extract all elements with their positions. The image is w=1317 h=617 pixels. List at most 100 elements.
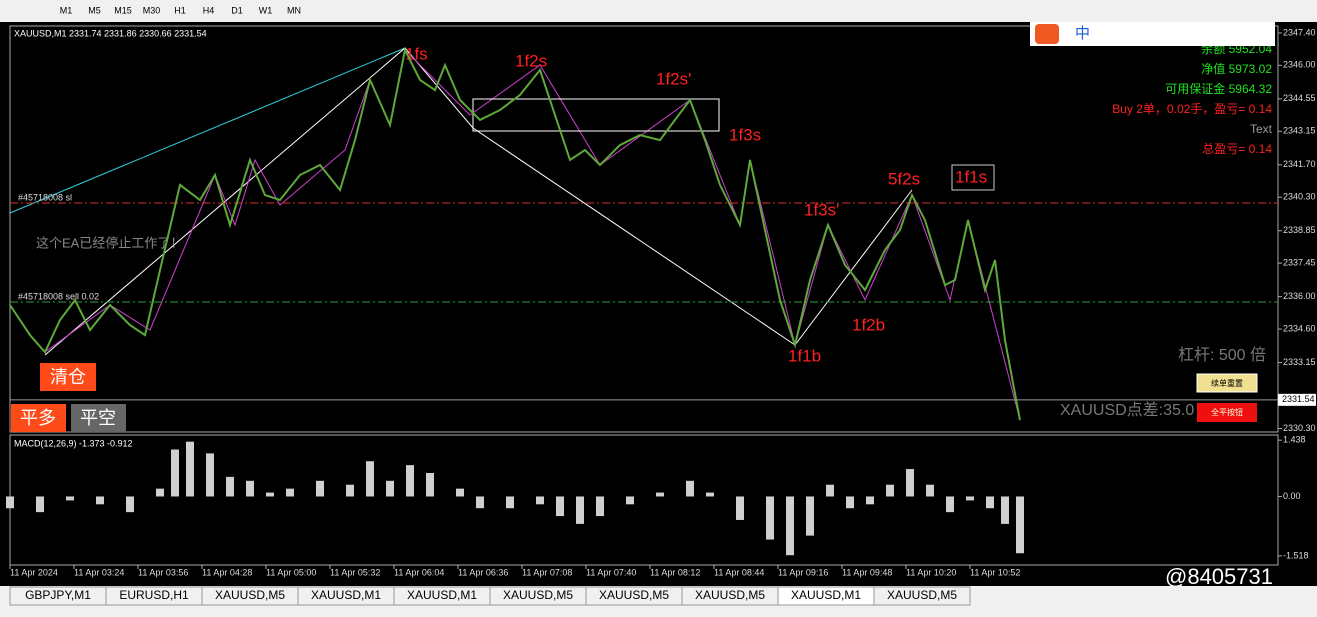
x-tick-label: 11 Apr 05:00 <box>266 567 316 577</box>
x-tick-label: 11 Apr 08:44 <box>714 567 764 577</box>
macd-bar <box>556 496 564 517</box>
tab-label[interactable]: XAUUSD,M5 <box>503 588 573 602</box>
timeframe[interactable]: H4 <box>203 5 215 15</box>
macd-bar <box>286 488 294 497</box>
macd-bar <box>226 476 234 497</box>
annotation: 1f2b <box>852 315 885 334</box>
ime-bar[interactable] <box>1030 22 1275 46</box>
x-tick-label: 11 Apr 09:16 <box>778 567 828 577</box>
macd-bar <box>1001 496 1009 524</box>
y-tick-label: 2346.00 <box>1283 60 1316 70</box>
timeframe[interactable]: H1 <box>174 5 186 15</box>
macd-bar <box>786 496 794 556</box>
button-label[interactable]: 平多 <box>20 408 56 428</box>
macd-bar <box>366 461 374 497</box>
account-info: Buy 2单，0.02手，盈亏= 0.14 <box>1112 102 1272 116</box>
account-info: Text <box>1250 122 1273 136</box>
macd-bar <box>316 480 324 497</box>
macd-bar <box>656 492 664 497</box>
x-tick-label: 11 Apr 08:12 <box>650 567 700 577</box>
macd-bar <box>246 480 254 497</box>
y-tick-label: 2337.45 <box>1283 257 1316 267</box>
tab-label[interactable]: EURUSD,H1 <box>119 588 189 602</box>
trend-line <box>9 47 406 214</box>
button-label[interactable]: 续单重置 <box>1211 378 1243 388</box>
y-tick-label: 2344.55 <box>1283 93 1316 103</box>
macd-header: MACD(12,26,9) -1.373 -0.912 <box>14 438 133 448</box>
chart-bg <box>0 22 1317 586</box>
spread: XAUUSD点差:35.0 <box>1060 401 1194 419</box>
macd-bar <box>596 496 604 517</box>
x-tick-label: 11 Apr 07:08 <box>522 567 572 577</box>
macd-bar <box>1016 496 1024 554</box>
annotation: 5f2s <box>888 169 920 188</box>
button[interactable] <box>1196 373 1258 393</box>
timeframe[interactable]: M30 <box>143 5 161 15</box>
macd-bar <box>766 496 774 540</box>
tab-label[interactable]: XAUUSD,M1 <box>311 588 381 602</box>
y-tick-label: 2334.60 <box>1283 323 1316 333</box>
x-tick-label: 11 Apr 07:40 <box>586 567 636 577</box>
ime-mode[interactable]: 中 <box>1075 25 1090 42</box>
tab-label[interactable]: XAUUSD,M1 <box>791 588 861 602</box>
account-info: 总盈亏= 0.14 <box>1202 142 1272 156</box>
x-tick-label: 11 Apr 05:32 <box>330 567 380 577</box>
annotation: 1f2s' <box>656 69 691 88</box>
button-label[interactable]: 清仓 <box>50 367 86 387</box>
y-tick-label: 0.00 <box>1283 491 1301 501</box>
y-tick-label: 2340.30 <box>1283 192 1316 202</box>
macd-bar <box>66 496 74 501</box>
y-tick-label: 2333.15 <box>1283 357 1316 367</box>
last-price-box <box>1278 393 1316 406</box>
macd-bar <box>6 496 14 509</box>
button-label[interactable]: 平空 <box>80 408 116 428</box>
macd-bar <box>346 484 354 497</box>
timeframe[interactable]: W1 <box>259 5 273 15</box>
tab-label[interactable]: XAUUSD,M5 <box>887 588 957 602</box>
ime-logo <box>1035 24 1059 44</box>
annotation: 1f3s' <box>804 200 839 219</box>
tab-label[interactable]: XAUUSD,M5 <box>695 588 765 602</box>
y-tick-label: 2338.85 <box>1283 225 1316 235</box>
timeframe[interactable]: M15 <box>114 5 132 15</box>
annotation: 1f1b <box>788 346 821 365</box>
y-tick-label: 2347.40 <box>1283 27 1316 37</box>
tab-label[interactable]: XAUUSD,M5 <box>599 588 669 602</box>
annotation: 1f1s <box>955 167 987 186</box>
macd-bar <box>946 496 954 513</box>
tab[interactable] <box>873 586 971 606</box>
tab-label[interactable]: XAUUSD,M5 <box>215 588 285 602</box>
macd-bar <box>156 488 164 497</box>
timeframe[interactable]: D1 <box>231 5 243 15</box>
macd-bar <box>886 484 894 497</box>
macd-bar <box>186 441 194 497</box>
macd-bar <box>36 496 44 513</box>
x-tick-label: 11 Apr 06:36 <box>458 567 508 577</box>
macd-bar <box>906 469 914 497</box>
button[interactable] <box>1197 403 1257 422</box>
button-label[interactable]: 全平按钮 <box>1211 407 1243 417</box>
y-tick-label: 2336.00 <box>1283 291 1316 301</box>
timeframe[interactable]: M1 <box>60 5 73 15</box>
macd-bar <box>966 496 974 501</box>
macd-bar <box>826 484 834 497</box>
macd-bar <box>476 496 484 509</box>
notice: 这个EA已经停止工作了！ <box>36 235 183 250</box>
button[interactable] <box>71 404 126 432</box>
macd-bar <box>866 496 874 505</box>
timeframe[interactable]: MN <box>287 5 301 15</box>
x-tick-label: 11 Apr 03:56 <box>138 567 188 577</box>
macd-bar <box>806 496 814 536</box>
annotation: 1fs <box>405 44 428 63</box>
watermark: @8405731 <box>1165 564 1273 589</box>
macd-bar <box>736 496 744 520</box>
button[interactable] <box>11 404 66 432</box>
tab-label[interactable]: GBPJPY,M1 <box>25 588 91 602</box>
macd-bar <box>206 453 214 497</box>
y-tick-label: -1.518 <box>1283 550 1309 560</box>
tab-label[interactable]: XAUUSD,M1 <box>407 588 477 602</box>
last-price-label: 2331.54 <box>1282 394 1315 404</box>
timeframe[interactable]: M5 <box>88 5 101 15</box>
button[interactable] <box>40 363 96 391</box>
